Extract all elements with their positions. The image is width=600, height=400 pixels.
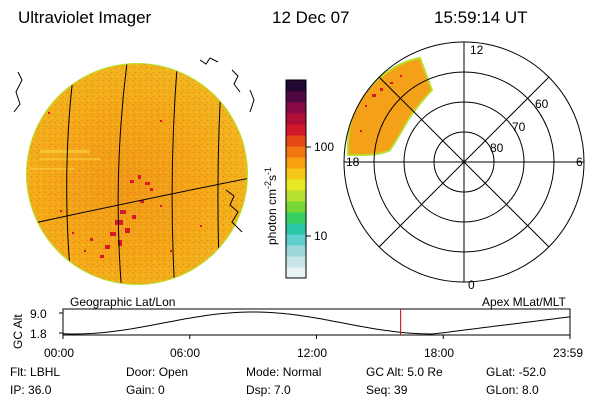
- info-flt: Flt: LBHL: [10, 365, 61, 379]
- info-gain: Gain: 0: [126, 383, 165, 397]
- info-ip: IP: 36.0: [10, 383, 52, 397]
- colorbar-step: [286, 168, 306, 180]
- x-tick-label-0600: 06:00: [170, 346, 201, 360]
- time-label: 15:59:14 UT: [434, 8, 528, 27]
- colorbar-step: [286, 124, 306, 136]
- mlt-label-6: 6: [576, 155, 583, 169]
- mlat-label-70: 70: [512, 120, 526, 134]
- altitude-ytick-1-8: 1.8: [30, 327, 47, 341]
- polar-image-patch: [346, 56, 434, 157]
- colorbar-step: [286, 245, 306, 257]
- mlat-label-80: 80: [490, 141, 504, 155]
- colorbar-tick-label-100: 100: [314, 140, 335, 154]
- colorbar-step: [286, 102, 306, 114]
- instrument-title: Ultraviolet Imager: [18, 8, 152, 27]
- info-gc-alt: GC Alt: 5.0 Re: [366, 365, 443, 379]
- altitude-ytick-9: 9.0: [30, 307, 47, 321]
- colorbar-step: [286, 201, 306, 213]
- colorbar-tick-label-10: 10: [314, 229, 328, 243]
- polar-grid: [343, 41, 585, 283]
- colorbar-step: [286, 212, 306, 224]
- colorbar-step: [286, 113, 306, 125]
- colorbar-step: [286, 80, 306, 92]
- geographic-panel-label: Geographic Lat/Lon: [70, 295, 176, 309]
- mlt-label-0: 0: [468, 278, 475, 292]
- altitude-plot: [59, 308, 571, 339]
- colorbar: [285, 79, 311, 279]
- mlt-label-18: 18: [346, 155, 360, 169]
- date-label: 12 Dec 07: [272, 8, 350, 27]
- altitude-ylabel: GC Alt: [11, 314, 25, 349]
- colorbar-unit-label: photon cm-2s-1: [263, 166, 279, 245]
- x-tick-label-2359: 23:59: [553, 346, 584, 360]
- colorbar-step: [286, 256, 306, 268]
- info-seq: Seq: 39: [366, 383, 408, 397]
- colorbar-step: [286, 267, 306, 279]
- mlt-label-12: 12: [470, 43, 484, 57]
- mlat-label-60: 60: [535, 97, 549, 111]
- colorbar-step: [286, 223, 306, 235]
- apex-panel-label: Apex MLat/MLT: [482, 295, 566, 309]
- info-glon: GLon: 8.0: [486, 383, 539, 397]
- colorbar-step: [286, 157, 306, 169]
- x-tick-label-1200: 12:00: [297, 346, 328, 360]
- geographic-image: [13, 57, 255, 285]
- x-tick-label-0000: 00:00: [44, 346, 75, 360]
- colorbar-frame: [285, 79, 307, 279]
- aurora-spots: [48, 112, 202, 258]
- altitude-plot-frame: [62, 308, 571, 336]
- colorbar-step: [286, 179, 306, 191]
- colorbar-step: [286, 146, 306, 158]
- colorbar-steps: [286, 80, 306, 279]
- coastlines: [13, 57, 255, 233]
- x-ticks: [59, 312, 571, 339]
- colorbar-step: [286, 91, 306, 103]
- info-dsp: Dsp: 7.0: [246, 383, 291, 397]
- x-tick-label-1800: 18:00: [424, 346, 455, 360]
- info-door: Door: Open: [126, 365, 189, 379]
- colorbar-step: [286, 234, 306, 246]
- info-glat: GLat: -52.0: [486, 365, 547, 379]
- altitude-curve: [62, 311, 571, 335]
- polar-image: [343, 41, 585, 283]
- info-mode: Mode: Normal: [246, 365, 322, 379]
- colorbar-step: [286, 135, 306, 147]
- colorbar-step: [286, 190, 306, 202]
